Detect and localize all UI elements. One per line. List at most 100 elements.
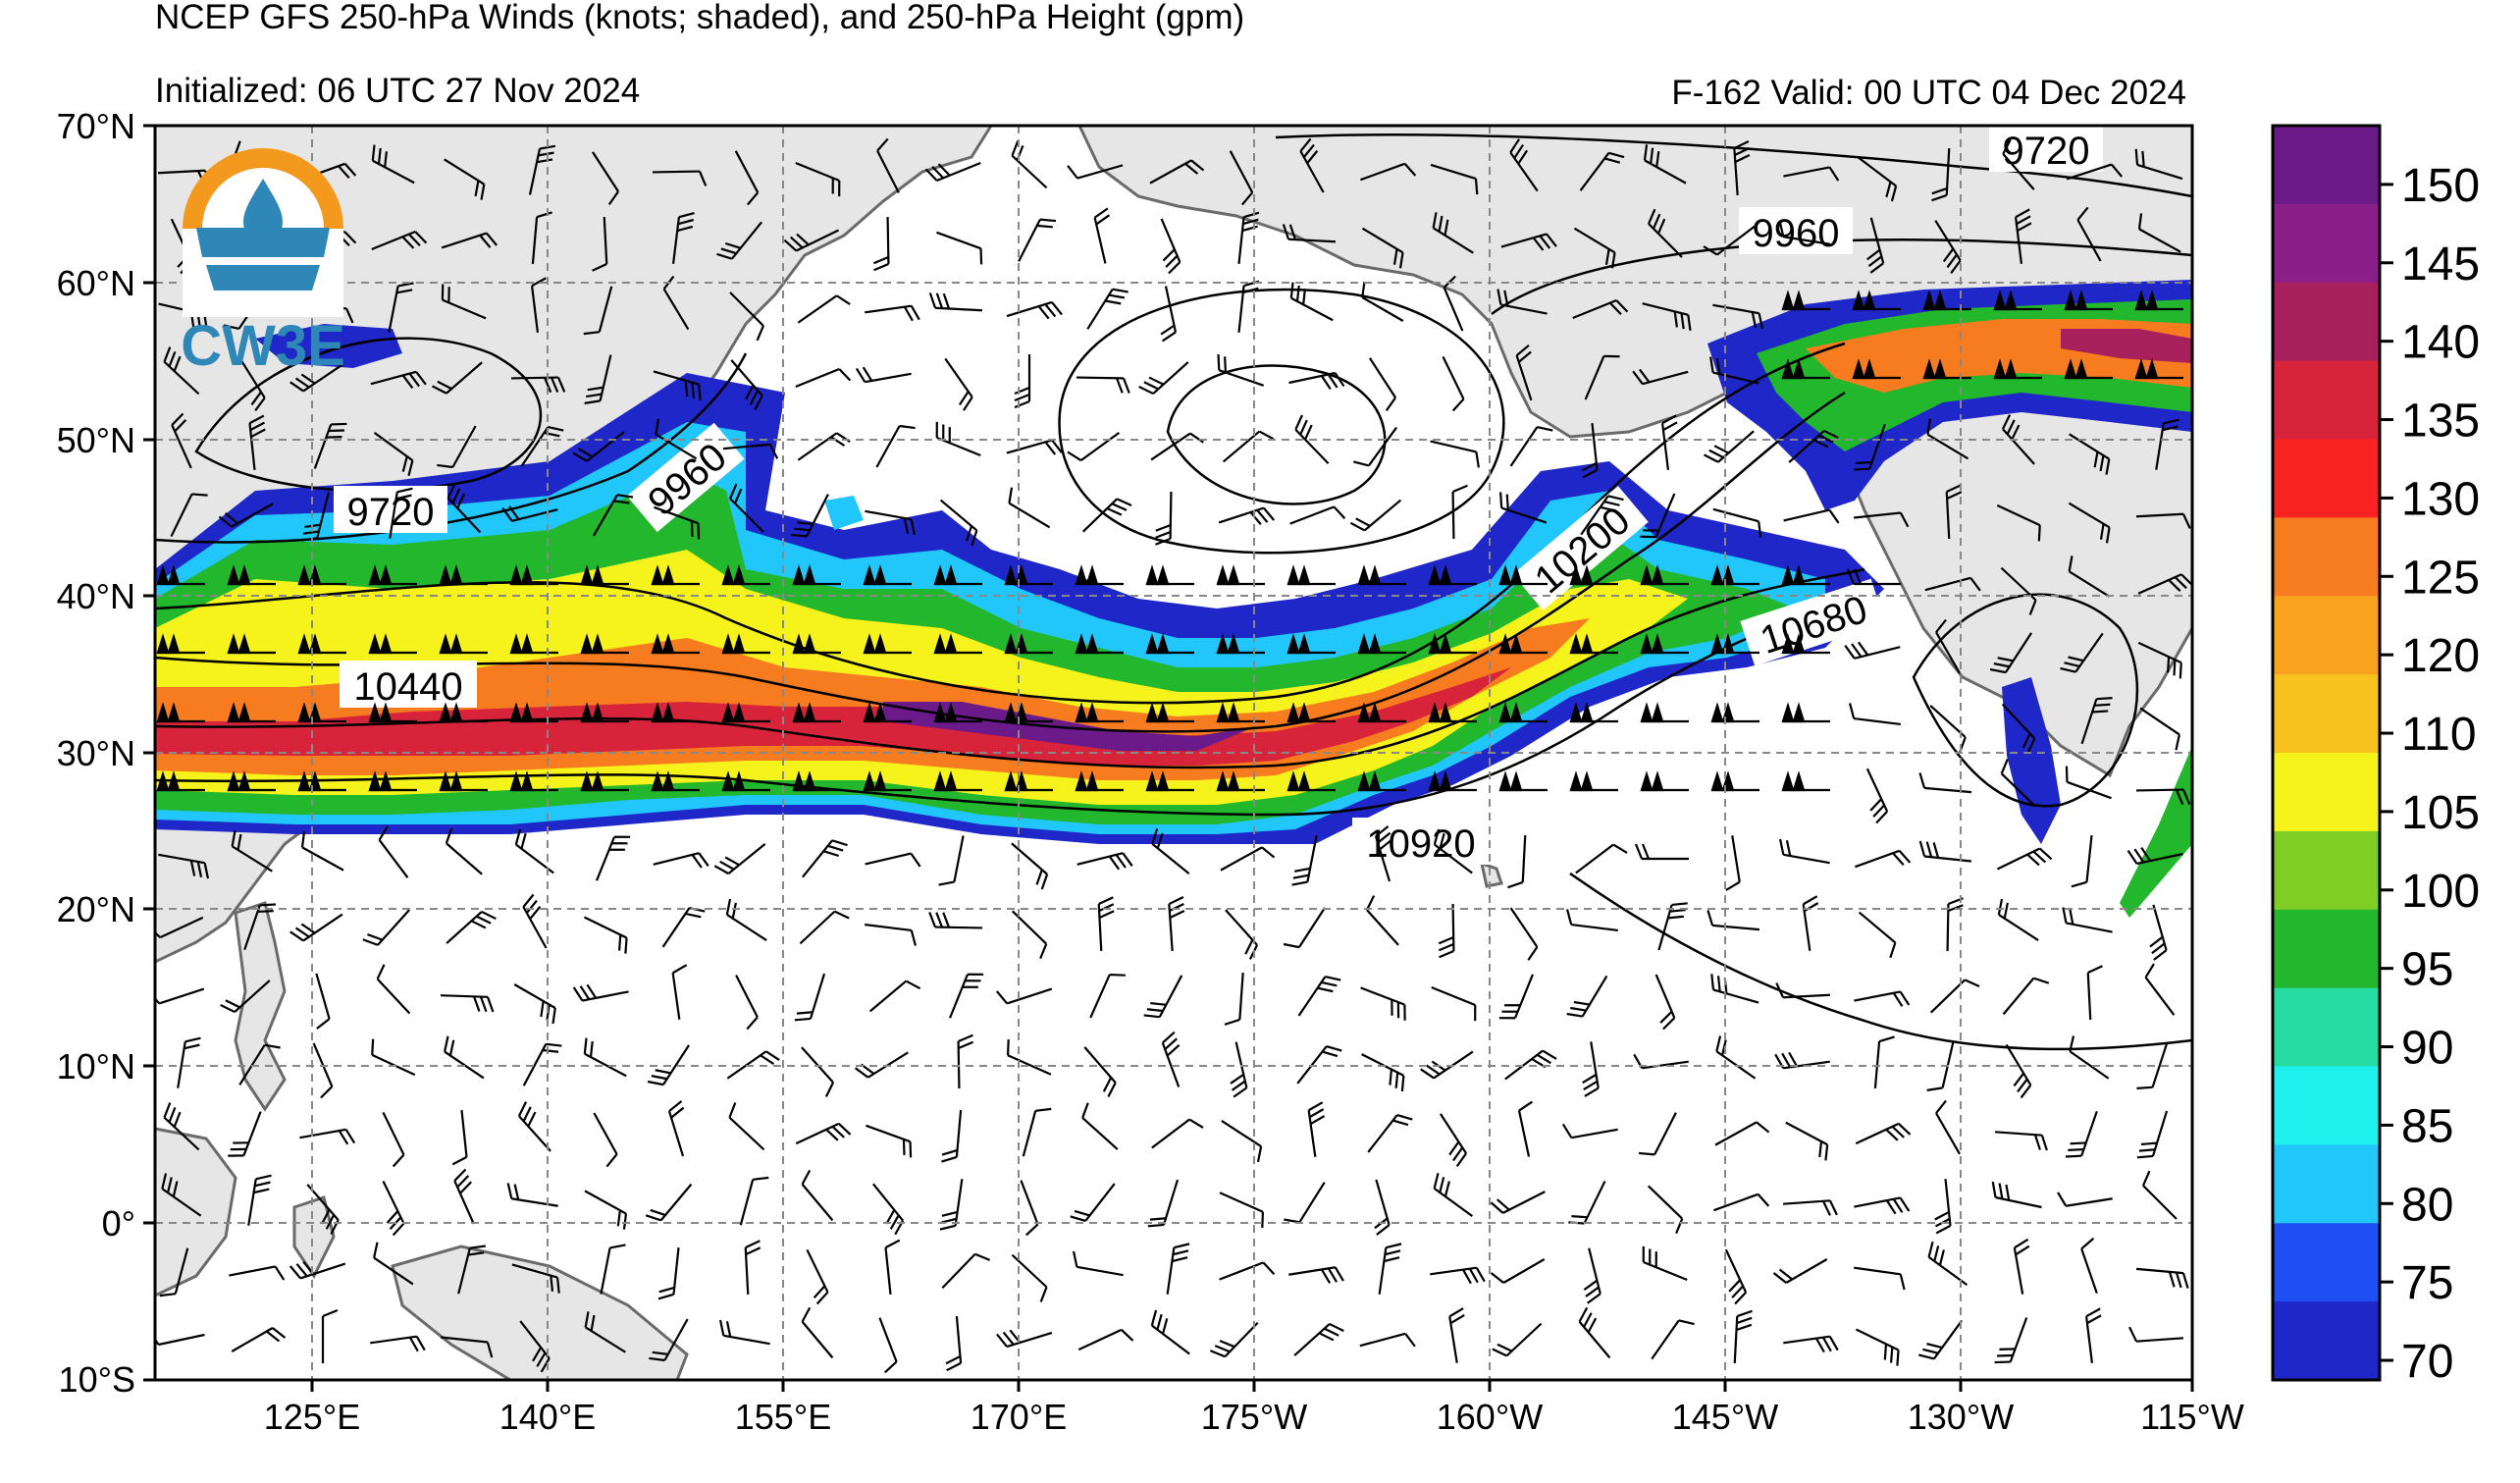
wind-barb <box>1151 1118 1204 1149</box>
colorbar-segment <box>2273 830 2380 911</box>
wind-barb <box>432 361 483 395</box>
wind-barb <box>376 964 411 1015</box>
wind-barb <box>1490 1258 1546 1284</box>
wind-barb <box>1222 430 1275 463</box>
wind-barb <box>2064 358 2113 380</box>
wind-barb <box>716 221 762 260</box>
lon-label: 145°W <box>1672 1397 1778 1437</box>
wind-barb <box>1216 633 1265 655</box>
wind-barb <box>2065 766 2112 800</box>
wind-barb <box>730 359 763 410</box>
wind-barb <box>368 770 417 792</box>
wind-barb <box>1075 564 1124 586</box>
wind-barb <box>792 633 841 655</box>
wind-barb <box>863 770 912 792</box>
wind-barb <box>651 702 700 723</box>
wind-barb <box>1161 1031 1181 1087</box>
wind-barb <box>522 893 548 949</box>
colorbar-label: 145 <box>2401 238 2480 291</box>
wind-barb <box>1089 973 1126 1019</box>
wind-barb <box>1640 702 1689 723</box>
wind-barb <box>2065 1110 2098 1158</box>
wind-barb <box>2134 290 2183 311</box>
wind-barb <box>1781 770 1830 792</box>
wind-barb <box>876 137 900 193</box>
contour-9720-north <box>1275 133 2192 198</box>
wind-barb <box>1086 288 1129 330</box>
wind-barb <box>453 1168 475 1225</box>
wind-barb <box>297 564 346 586</box>
wind-barb <box>1852 358 1901 380</box>
colorbar-label: 125 <box>2401 552 2480 604</box>
wind-barb <box>1430 163 1479 195</box>
wind-barb <box>1922 358 1971 380</box>
wind-barb <box>1369 357 1396 411</box>
wind-barb <box>584 1311 626 1353</box>
wind-barb <box>1357 633 1406 655</box>
wind-barb <box>744 1240 761 1296</box>
wind-barb <box>1709 356 1759 385</box>
wind-barb <box>875 424 916 468</box>
wind-barb <box>1286 770 1336 792</box>
wind-barb <box>1651 1319 1695 1360</box>
wind-barb <box>2005 1043 2032 1099</box>
wind-barb <box>2060 632 2104 673</box>
wind-barb <box>2014 208 2032 264</box>
wind-barb <box>171 412 192 469</box>
wind-barb <box>388 282 414 333</box>
colorbar-segment <box>2273 674 2380 754</box>
wind-barb <box>2069 1035 2110 1080</box>
wind-barb <box>2135 512 2191 529</box>
wind-barb <box>227 770 276 792</box>
wind-barb <box>1361 227 1404 269</box>
wind-barb <box>1150 1309 1190 1355</box>
wind-barb <box>1997 898 2039 941</box>
wind-barb <box>801 1169 834 1222</box>
wind-barb <box>439 633 488 655</box>
wind-barb <box>1006 439 1063 455</box>
wind-barb <box>1438 903 1455 959</box>
wind-barb <box>1783 166 1840 182</box>
land-hawaii <box>1479 861 1503 888</box>
wind-barb <box>595 835 631 881</box>
wind-barb <box>1706 910 1760 931</box>
wind-barb <box>583 916 628 954</box>
wind-barb <box>1854 1266 1906 1291</box>
colorbar-label: 150 <box>2401 160 2480 212</box>
wind-barb <box>2139 707 2180 751</box>
wind-barb <box>1638 1112 1677 1156</box>
wind-barb <box>1647 1185 1684 1235</box>
wind-barb <box>1996 847 2053 871</box>
wind-barb <box>2069 433 2111 475</box>
wind-barb <box>795 161 841 197</box>
wind-barb <box>1357 770 1406 792</box>
logo-text: CW3E <box>181 314 345 378</box>
wind-barb <box>1924 576 1981 592</box>
wind-barb <box>865 509 917 536</box>
wind-barb <box>1428 770 1477 792</box>
lon-label: 170°E <box>971 1397 1067 1437</box>
wind-barb <box>2134 358 2183 380</box>
wind-barb <box>936 231 983 265</box>
wind-barb <box>382 1111 405 1168</box>
colorbar: 150 145 140 135 130 125 120 110 105 100 95 90 85 80 75… <box>2273 126 2480 1388</box>
colorbar-label: 80 <box>2401 1179 2453 1231</box>
wind-barb <box>866 1124 913 1158</box>
wind-barb <box>1097 896 1115 952</box>
wind-barb <box>1855 1328 1900 1366</box>
wind-barb <box>2137 213 2181 253</box>
wind-barb <box>2134 148 2183 181</box>
lat-label: 70°N <box>57 106 135 146</box>
wind-barb <box>1004 702 1053 723</box>
colorbar-segment <box>2273 439 2380 518</box>
wind-barb <box>653 852 709 869</box>
wind-barb <box>1149 159 1205 185</box>
wind-barb <box>1865 768 1889 824</box>
wind-barb <box>227 633 276 655</box>
colorbar-label: 70 <box>2401 1336 2453 1388</box>
wind-barb <box>530 277 547 333</box>
wind-barb <box>289 913 343 942</box>
wind-barb <box>1365 895 1399 946</box>
wind-barb <box>1145 633 1194 655</box>
wind-barb <box>159 1247 189 1298</box>
